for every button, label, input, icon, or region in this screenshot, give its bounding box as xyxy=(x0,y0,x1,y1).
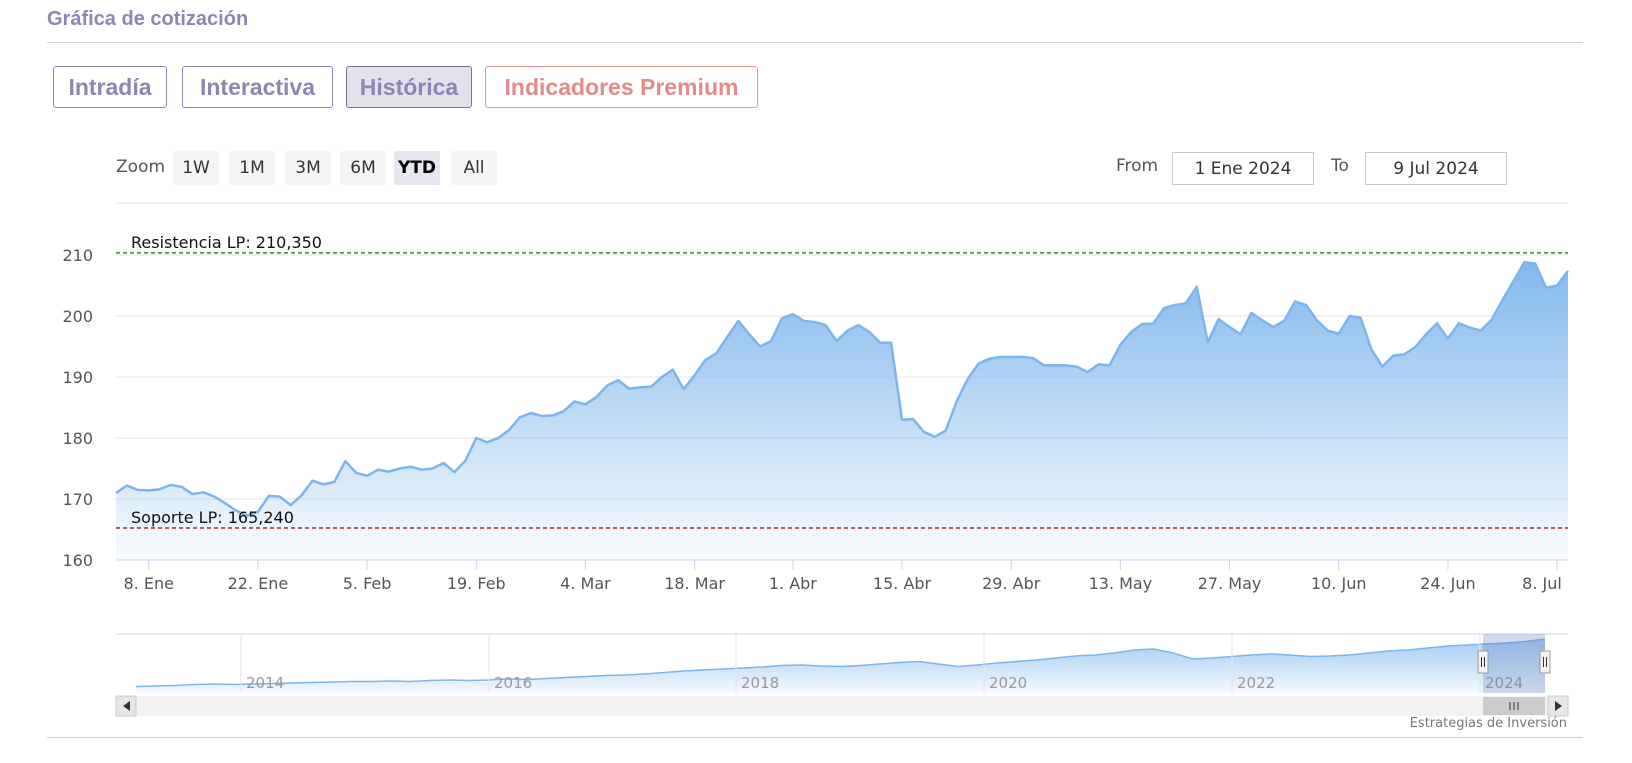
x-tick-label: 10. Jun xyxy=(1311,574,1367,593)
from-label: From xyxy=(1116,156,1159,176)
x-tick-label: 24. Jun xyxy=(1420,574,1476,593)
x-tick-label: 8. Jul xyxy=(1522,574,1562,593)
resistance-label: Resistencia LP: 210,350 xyxy=(131,233,322,252)
section-title: Gráfica de cotización xyxy=(47,8,249,30)
scroll-right-icon xyxy=(1555,701,1562,711)
credit-text[interactable]: Estrategias de Inversión xyxy=(1409,716,1567,731)
x-tick-label: 18. Mar xyxy=(664,574,725,593)
navigator-year-label: 2016 xyxy=(494,674,532,692)
tab-intradia[interactable]: Intradía xyxy=(53,66,167,108)
tab-historica[interactable]: Histórica xyxy=(346,66,472,108)
x-tick-label: 5. Feb xyxy=(343,574,392,593)
to-date-input[interactable]: 9 Jul 2024 xyxy=(1365,152,1507,185)
tab-indicadores-premium[interactable]: Indicadores Premium xyxy=(485,66,758,108)
zoom-ytd-button[interactable]: YTD xyxy=(394,151,440,185)
tab-interactiva[interactable]: Interactiva xyxy=(182,66,333,108)
y-tick-label: 210 xyxy=(62,246,93,265)
y-tick-label: 200 xyxy=(62,307,93,326)
y-tick-label: 180 xyxy=(62,429,93,448)
zoom-1w-button[interactable]: 1W xyxy=(173,151,219,185)
price-line xyxy=(115,261,1570,517)
navigator-handle-left[interactable] xyxy=(1477,650,1489,674)
x-tick-label: 13. May xyxy=(1089,574,1153,593)
x-tick-label: 1. Abr xyxy=(769,574,817,593)
x-tick-label: 15. Abr xyxy=(873,574,932,593)
navigator-line xyxy=(135,638,1546,688)
navigator-year-label: 2022 xyxy=(1237,674,1275,692)
zoom-label: Zoom xyxy=(116,157,166,177)
price-area xyxy=(116,262,1568,560)
navigator-year-label: 2024 xyxy=(1485,674,1523,692)
zoom-6m-button[interactable]: 6M xyxy=(340,151,386,185)
x-tick-label: 8. Ene xyxy=(124,574,174,593)
support-label: Soporte LP: 165,240 xyxy=(131,508,294,527)
navigator-year-label: 2014 xyxy=(246,674,284,692)
x-tick-label: 27. May xyxy=(1198,574,1262,593)
x-tick-label: 19. Feb xyxy=(447,574,506,593)
navigator-year-label: 2020 xyxy=(989,674,1027,692)
zoom-all-button[interactable]: All xyxy=(451,151,497,185)
navigator-handle-right[interactable] xyxy=(1539,650,1551,674)
title-divider xyxy=(47,42,1583,43)
y-tick-label: 190 xyxy=(62,368,93,387)
navigator-scrollbar-track[interactable] xyxy=(116,696,1568,716)
navigator-area xyxy=(136,639,1545,693)
x-tick-label: 29. Abr xyxy=(982,574,1041,593)
zoom-3m-button[interactable]: 3M xyxy=(285,151,331,185)
to-label: To xyxy=(1331,156,1349,176)
y-tick-label: 170 xyxy=(62,490,93,509)
navigator-selected-range[interactable] xyxy=(1483,634,1545,693)
zoom-1m-button[interactable]: 1M xyxy=(229,151,275,185)
scroll-left-icon xyxy=(123,701,130,711)
x-tick-label: 4. Mar xyxy=(560,574,611,593)
y-tick-label: 160 xyxy=(62,551,93,570)
x-tick-label: 22. Ene xyxy=(228,574,289,593)
bottom-divider xyxy=(47,737,1583,738)
from-date-input[interactable]: 1 Ene 2024 xyxy=(1172,152,1314,185)
navigator-year-label: 2018 xyxy=(741,674,779,692)
